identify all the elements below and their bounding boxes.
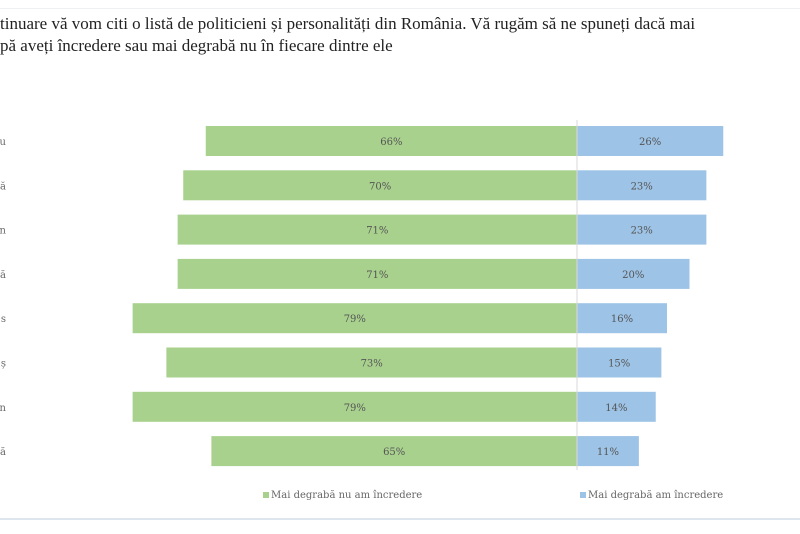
bar-trust: [577, 214, 707, 245]
category-label: u: [0, 137, 7, 148]
category-label: ș: [1, 359, 6, 370]
category-label: s: [1, 314, 6, 325]
data-label-no-trust: 65%: [383, 447, 405, 458]
legend-swatch: [580, 492, 586, 498]
data-label-no-trust: 66%: [380, 137, 402, 148]
bar-trust: [577, 391, 656, 422]
bar-no-trust: [211, 436, 577, 467]
bar-no-trust: [183, 170, 577, 201]
bar-trust: [577, 347, 662, 378]
bar-no-trust: [205, 126, 577, 156]
legend-label: Mai degrabă am încredere: [588, 490, 723, 501]
data-label-trust: 26%: [639, 137, 661, 148]
title-line-1: tinuare vă vom citi o listă de politicie…: [0, 14, 696, 33]
data-label-no-trust: 70%: [369, 181, 391, 192]
data-label-trust: 20%: [622, 270, 644, 281]
category-label: ă: [0, 447, 6, 458]
category-label: n: [0, 226, 7, 237]
bar-trust: [577, 436, 639, 467]
category-label: ă: [0, 270, 6, 281]
bar-no-trust: [132, 391, 577, 422]
top-divider: [0, 8, 800, 9]
bar-no-trust: [177, 258, 577, 289]
bar-trust: [577, 303, 667, 334]
data-label-trust: 14%: [605, 403, 627, 414]
data-label-trust: 23%: [631, 181, 653, 192]
bottom-divider: [0, 518, 800, 520]
bar-no-trust: [166, 347, 577, 378]
bar-no-trust: [177, 214, 577, 245]
data-label-trust: 11%: [597, 447, 619, 458]
category-label: n: [0, 403, 7, 414]
bar-no-trust: [132, 303, 577, 334]
data-label-trust: 15%: [608, 359, 630, 370]
bar-trust: [577, 258, 690, 289]
category-label: ă: [0, 181, 6, 192]
data-label-no-trust: 73%: [361, 359, 383, 370]
data-label-no-trust: 71%: [366, 226, 388, 237]
data-label-no-trust: 79%: [344, 403, 366, 414]
data-label-trust: 16%: [611, 314, 633, 325]
chart-title: tinuare vă vom citi o listă de politicie…: [0, 13, 800, 57]
data-label-trust: 23%: [631, 226, 653, 237]
bar-trust: [577, 126, 724, 156]
title-line-2: pă aveți încredere sau mai degrabă nu în…: [0, 36, 393, 55]
legend-label: Mai degrabă nu am încredere: [271, 490, 422, 501]
data-label-no-trust: 71%: [366, 270, 388, 281]
bar-trust: [577, 170, 707, 201]
data-label-no-trust: 79%: [344, 314, 366, 325]
legend-swatch: [263, 492, 269, 498]
